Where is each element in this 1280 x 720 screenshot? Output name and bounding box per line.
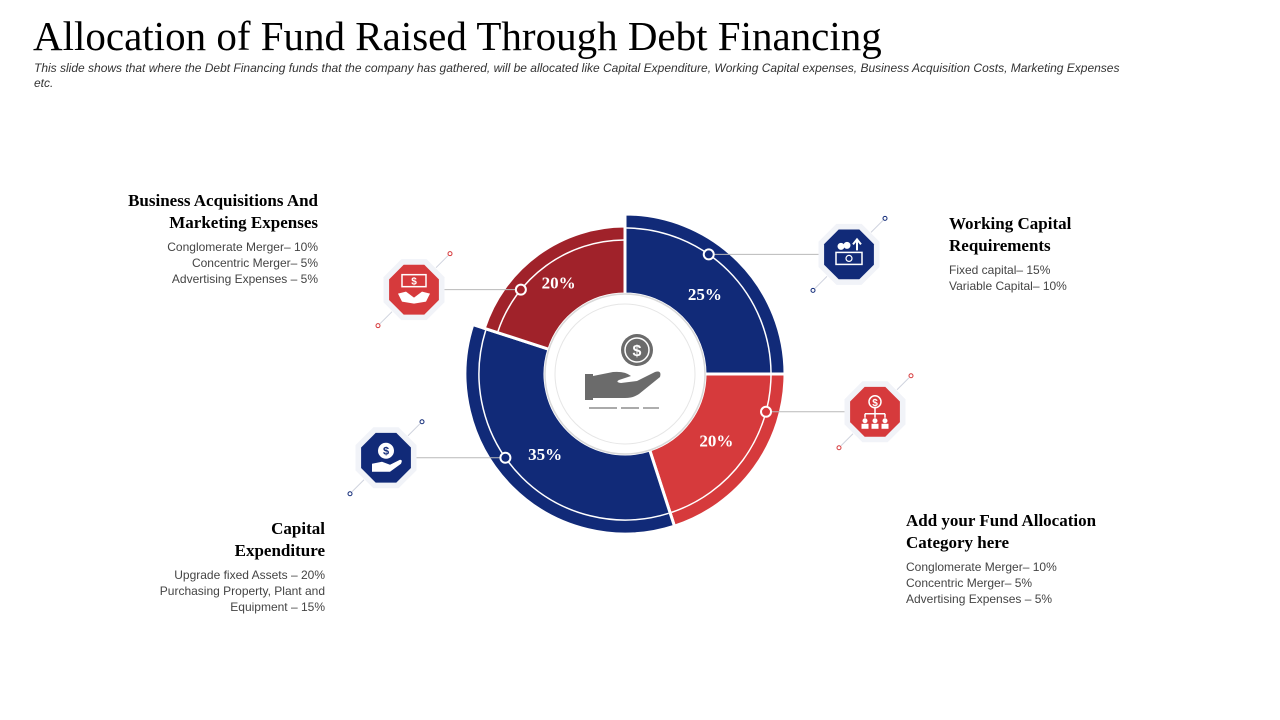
chart-center-inner-ring	[554, 303, 696, 445]
block-working-capital: Working Capital Requirements Fixed capit…	[949, 213, 1189, 294]
slice-ring-line	[626, 227, 772, 373]
chart-connectors	[386, 248, 875, 464]
money-up-icon	[810, 215, 888, 293]
connector-marker	[499, 451, 512, 464]
hand-coin-icon: $	[585, 334, 661, 409]
slice-ring-line	[497, 239, 624, 332]
chart-center-ring	[544, 293, 706, 455]
chart-value-labels: 25% 20% 35% 20%	[528, 274, 733, 464]
slice-value-label: 35%	[528, 445, 562, 464]
svg-text:$: $	[411, 277, 417, 288]
block-lines: Conglomerate Merger– 10% Concentric Merg…	[167, 240, 318, 286]
hand-coin-icon: $	[347, 419, 425, 497]
block-heading: Add your Fund Allocation Category here	[906, 511, 1097, 552]
block-heading: Capital Expenditure	[234, 519, 325, 560]
block-heading: Working Capital Requirements	[949, 214, 1072, 255]
slice-ring-line	[478, 330, 669, 521]
connector-marker	[702, 248, 715, 261]
slice-ring-line	[671, 375, 772, 514]
block-fund-allocation-category: Add your Fund Allocation Category here C…	[906, 510, 1166, 607]
svg-text:$: $	[383, 446, 389, 458]
handshake-dollar-icon: $	[375, 251, 453, 329]
block-heading: Business Acquisitions And Marketing Expe…	[128, 191, 318, 232]
page-title: Allocation of Fund Raised Through Debt F…	[33, 13, 882, 59]
block-business-acquisitions: Business Acquisitions And Marketing Expe…	[60, 190, 318, 287]
slice-value-label: 20%	[542, 274, 576, 293]
chart-icons: $ $ $	[347, 215, 914, 497]
page-subtitle: This slide shows that where the Debt Fin…	[34, 61, 1120, 90]
org-chart-dollar-icon: $	[836, 373, 914, 451]
slice-value-label: 20%	[699, 431, 733, 450]
svg-text:$: $	[633, 343, 642, 360]
connector-marker	[514, 283, 527, 296]
svg-text:$: $	[872, 398, 878, 409]
slice-value-label: 25%	[688, 285, 722, 304]
block-capital-expenditure: Capital Expenditure Upgrade fixed Assets…	[80, 518, 325, 615]
block-lines: Conglomerate Merger– 10% Concentric Merg…	[906, 560, 1057, 606]
block-lines: Fixed capital– 15% Variable Capital– 10%	[949, 263, 1067, 293]
connector-marker	[760, 405, 773, 418]
block-lines: Upgrade fixed Assets – 20% Purchasing Pr…	[159, 568, 325, 614]
